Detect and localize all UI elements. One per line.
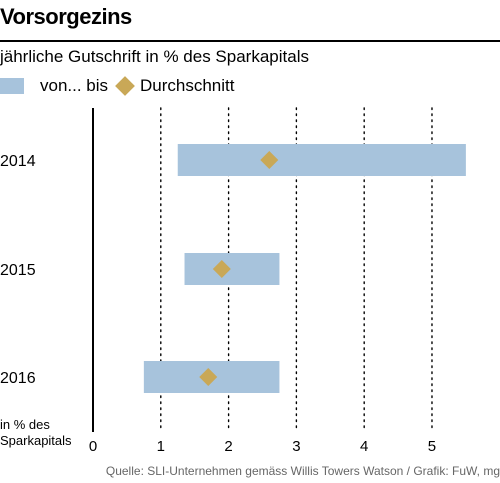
- range-bar-2015: [184, 253, 280, 285]
- x-axis-unit-label: in % des Sparkapitals: [0, 417, 80, 449]
- legend-range-label: von... bis: [40, 76, 109, 95]
- title-divider: [0, 40, 500, 42]
- category-label-2016: 2016: [0, 370, 36, 387]
- x-axis-unit-line-2: Sparkapitals: [0, 433, 72, 448]
- legend-range-swatch: [0, 78, 24, 94]
- legend-average-label: Durchschnitt: [140, 76, 235, 95]
- category-label-2015: 2015: [0, 262, 36, 279]
- source-note: Quelle: SLI-Unternehmen gemäss Willis To…: [105, 464, 500, 478]
- x-tick-label-0: 0: [89, 438, 97, 455]
- chart-subtitle: jährliche Gutschrift in % des Sparkapita…: [0, 47, 309, 66]
- average-marker-2015: [212, 260, 231, 278]
- labels: 2014 2015 2016 0 1 2 3 4 5: [0, 153, 436, 455]
- range-bars: [143, 144, 466, 393]
- average-marker-2014: [260, 151, 279, 169]
- x-tick-label-3: 3: [292, 438, 300, 455]
- range-bar-2014: [177, 144, 466, 176]
- chart-title: Vorsorgezins: [0, 4, 132, 29]
- category-label-2014: 2014: [0, 153, 36, 170]
- x-tick-label-4: 4: [360, 438, 368, 455]
- x-axis-unit-line-1: in % des: [0, 417, 50, 432]
- average-markers: [199, 151, 279, 386]
- x-tick-label-2: 2: [224, 438, 232, 455]
- x-tick-label-1: 1: [157, 438, 165, 455]
- x-tick-label-5: 5: [428, 438, 436, 455]
- average-marker-2016: [199, 368, 218, 386]
